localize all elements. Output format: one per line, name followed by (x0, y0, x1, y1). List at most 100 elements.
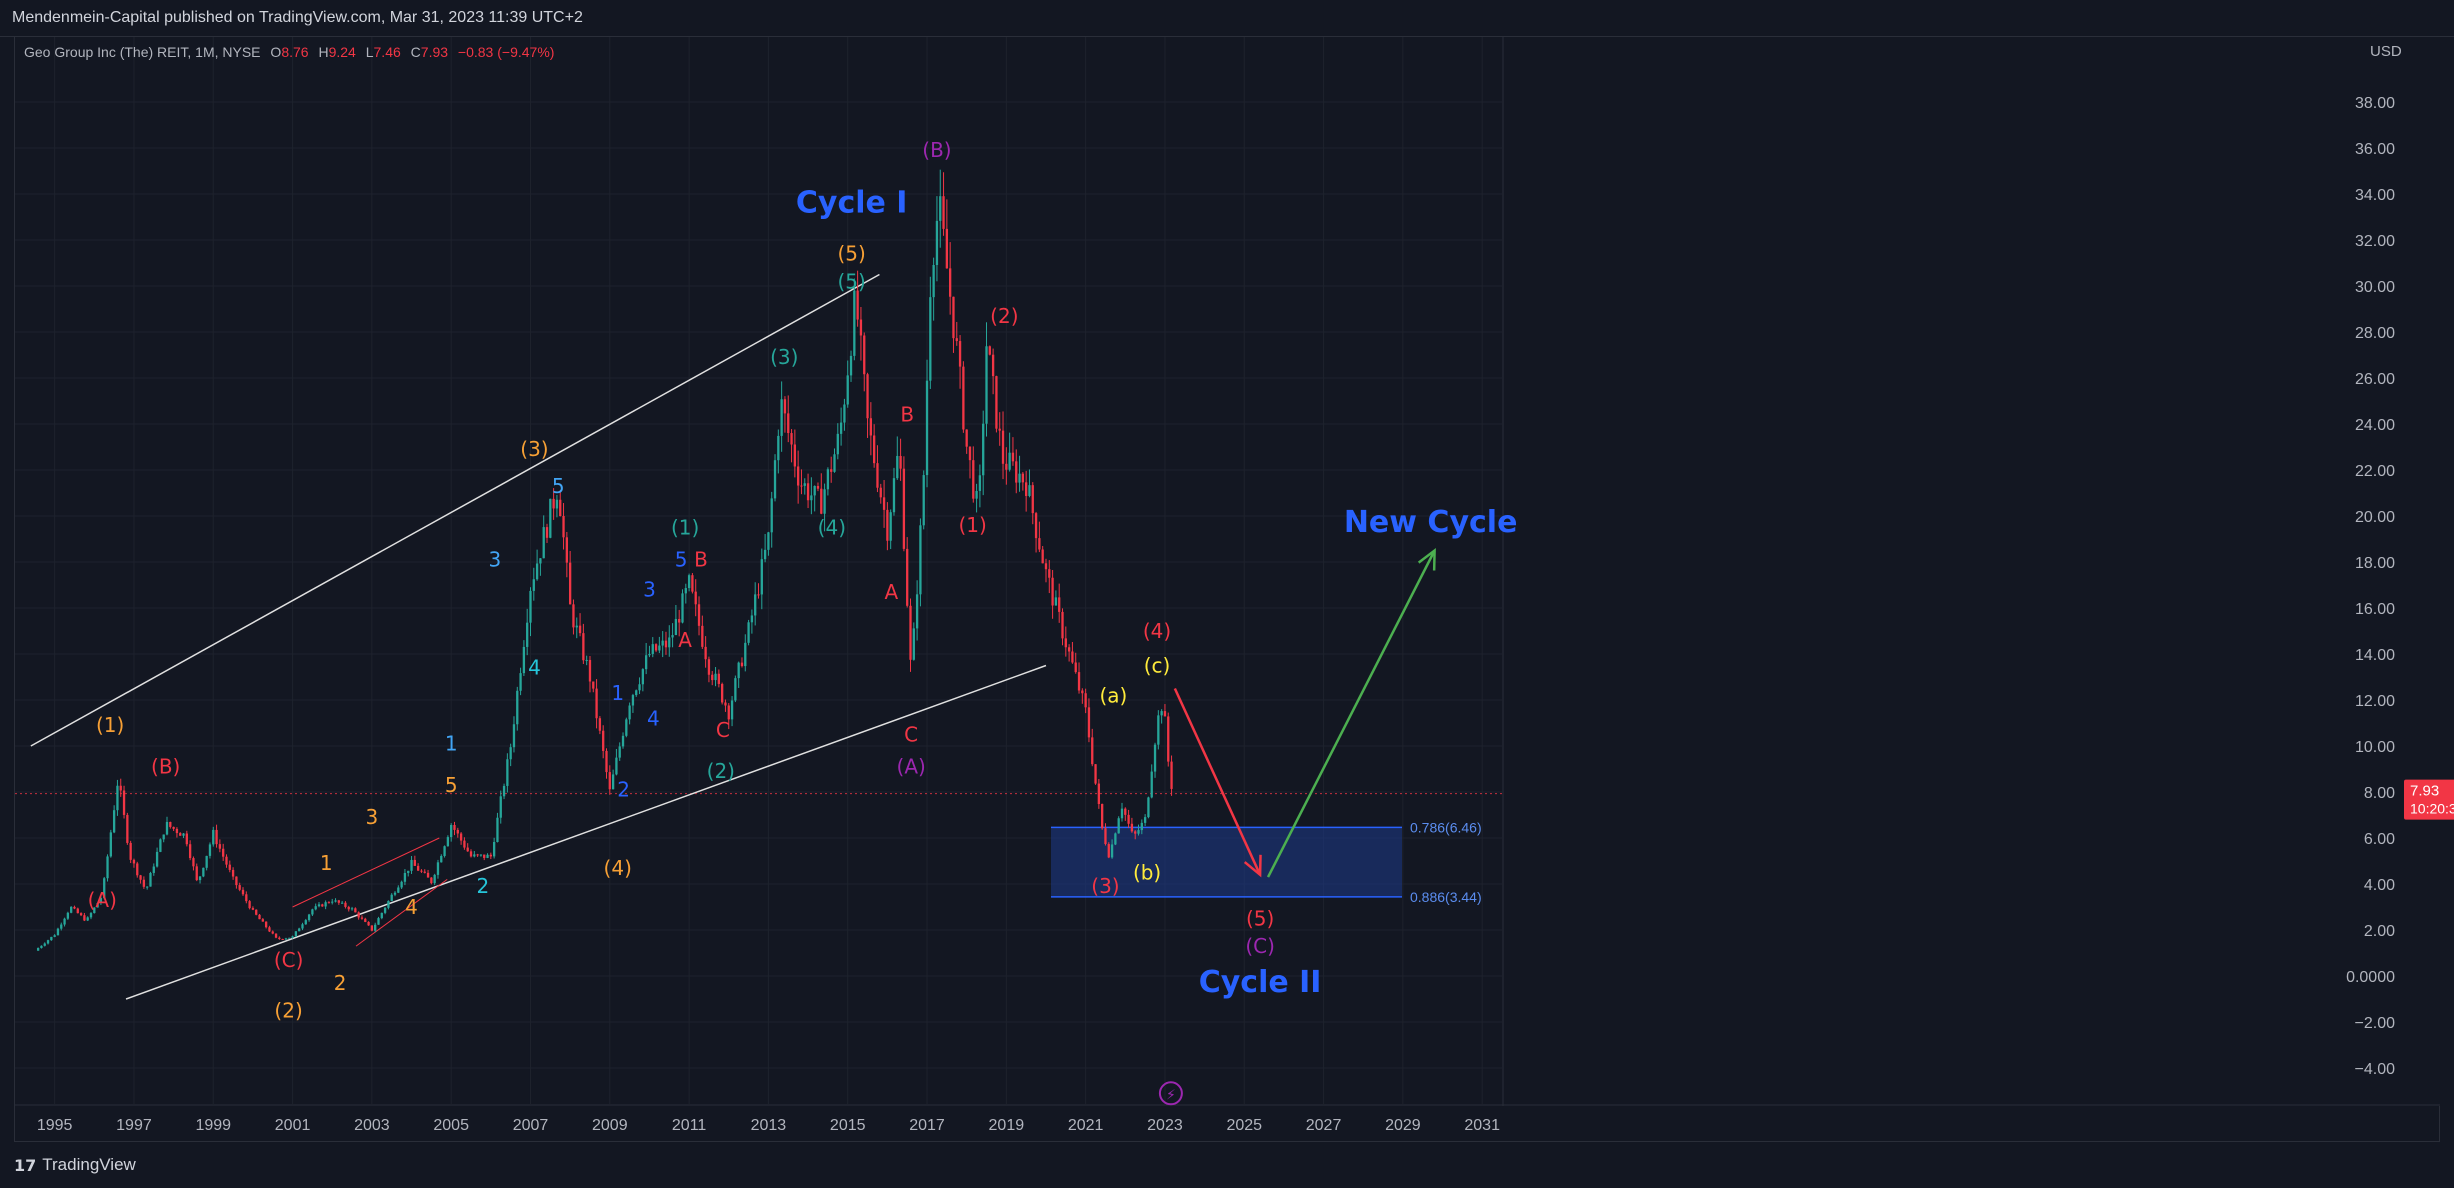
candle-body (278, 937, 281, 940)
candle-body (1048, 569, 1051, 578)
candle-body (720, 683, 724, 703)
candle-body (291, 936, 294, 938)
candle-body (446, 837, 450, 847)
price-tick-label: 32.00 (2355, 233, 2395, 250)
wave-label: (2) (274, 998, 302, 1022)
candle-body (436, 862, 440, 875)
candle-body (734, 678, 737, 701)
lightning-icon: ⚡ (1166, 1087, 1176, 1103)
time-tick-label: 2009 (592, 1117, 628, 1134)
candle-body (1067, 647, 1071, 652)
candle-body (925, 380, 929, 476)
tradingview-brand[interactable]: 17 TradingView (14, 1155, 136, 1175)
candle-body (264, 921, 268, 928)
time-tick-label: 2027 (1306, 1117, 1342, 1134)
candle-body (899, 455, 902, 469)
candle-body (995, 376, 998, 429)
candle-body (450, 824, 453, 838)
candle-body (790, 433, 793, 445)
wave-label: 5 (445, 773, 458, 797)
candle-body (757, 594, 760, 596)
time-tick-label: 2005 (433, 1117, 469, 1134)
candle-body (36, 948, 40, 951)
wave-label: (5) (1246, 906, 1274, 930)
candle-body (136, 863, 139, 876)
candle-body (321, 904, 324, 907)
candle-body (800, 485, 803, 487)
wave-label: (2) (990, 304, 1018, 328)
candle-body (615, 757, 618, 775)
candle-body (281, 939, 284, 941)
candle-body (188, 844, 192, 859)
wave-label: (3) (520, 437, 548, 461)
candle-body (942, 196, 945, 229)
candle-body (222, 848, 225, 857)
candle-body (611, 774, 615, 790)
candle-body (380, 912, 383, 919)
candle-body (159, 839, 162, 852)
candle-body (311, 909, 314, 915)
candle-body (754, 594, 757, 616)
new-cycle-arrow-shaft[interactable] (1266, 549, 1436, 878)
candle-body (522, 646, 526, 674)
candle-body (1025, 482, 1028, 496)
candle-body (906, 548, 909, 606)
wave-label: 1 (611, 681, 624, 705)
channel-upper-line[interactable] (30, 273, 880, 747)
candle-body (1140, 822, 1143, 831)
candle-body (628, 705, 631, 720)
currency-label: USD (2370, 43, 2402, 60)
chart-canvas[interactable]: 38.0036.0034.0032.0030.0028.0026.0024.00… (0, 0, 2454, 1142)
candle-body (46, 940, 50, 944)
symbol-legend[interactable]: Geo Group Inc (The) REIT, 1M, NYSE O8.76… (24, 44, 554, 60)
candle-body (1150, 771, 1153, 798)
candle-body (426, 872, 430, 878)
candle-body (1147, 797, 1150, 818)
fib-zone[interactable] (1050, 827, 1402, 897)
price-tick-label: 24.00 (2355, 417, 2395, 434)
symbol-name[interactable]: Geo Group Inc (The) REIT, 1M, NYSE (24, 44, 261, 60)
candle-body (1054, 597, 1058, 606)
cycle-1-label: Cycle I (796, 185, 908, 220)
candle-body (324, 902, 327, 907)
candle-body (271, 931, 274, 934)
down-arrow-shaft[interactable] (1173, 687, 1262, 876)
candle-body (215, 829, 218, 845)
event-marker-icon[interactable] (1158, 1081, 1183, 1106)
wave-label: (a) (1099, 683, 1127, 707)
wave-label: (4) (818, 515, 846, 539)
candle-body (618, 746, 621, 758)
wave-label: 3 (488, 548, 501, 572)
candle-body (747, 622, 750, 643)
candle-body (483, 854, 486, 858)
candle-body (334, 900, 337, 902)
candle-body (96, 903, 99, 908)
candle-body (377, 918, 380, 925)
candle-body (912, 628, 915, 660)
candle-body (261, 919, 264, 922)
price-tick-label: 10.00 (2355, 739, 2395, 756)
wave-label: (1) (671, 515, 699, 539)
candle-body (1077, 672, 1081, 691)
time-tick-label: 2015 (830, 1117, 866, 1134)
candle-body (1143, 817, 1147, 823)
price-tick-label: 34.00 (2355, 187, 2395, 204)
candle-body (440, 855, 443, 863)
candle-body (413, 859, 416, 866)
candle-body (717, 673, 721, 684)
candle-body (704, 646, 707, 660)
price-tick-label: 28.00 (2355, 325, 2395, 342)
candle-body (582, 633, 585, 661)
candle-body (853, 290, 856, 356)
low-value: 7.46 (373, 44, 401, 60)
candle-body (1134, 831, 1137, 834)
time-tick-label: 1999 (195, 1117, 231, 1134)
candle-body (340, 902, 344, 904)
candle-body (1041, 549, 1044, 564)
channel-lower-line[interactable] (125, 664, 1047, 1000)
brand-name: TradingView (42, 1155, 136, 1174)
candle-body (248, 901, 251, 909)
candle-body (255, 909, 258, 915)
candle-body (245, 894, 248, 902)
candle-body (793, 444, 797, 467)
